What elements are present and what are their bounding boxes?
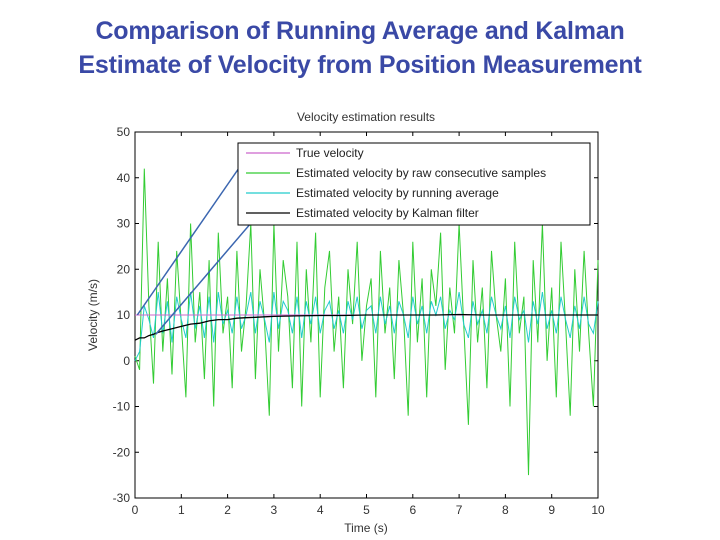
legend-label-raw: Estimated velocity by raw consecutive sa…: [296, 166, 546, 180]
x-tick-label: 5: [363, 503, 370, 517]
slide-title: Comparison of Running Average and Kalman…: [0, 14, 720, 82]
series-layer: [134, 168, 599, 476]
x-tick-label: 2: [224, 503, 231, 517]
callout-line-kalman: [155, 208, 264, 335]
y-tick-label: 30: [117, 217, 131, 231]
series-line-kalman-filter: [134, 313, 598, 341]
y-tick-label: 10: [117, 308, 131, 322]
series-line-raw-samples: [134, 168, 599, 476]
y-tick-label: -10: [113, 400, 131, 414]
y-tick-label: -30: [113, 491, 131, 505]
x-tick-label: 6: [409, 503, 416, 517]
slide-title-line-1: Comparison of Running Average and Kalman: [95, 17, 625, 45]
callout-line-running-average: [136, 154, 249, 316]
series-line-running-average: [134, 291, 599, 362]
legend-label-true: True velocity: [296, 146, 364, 160]
legend-label-running: Estimated velocity by running average: [296, 186, 499, 200]
slide-title-line-2: Estimate of Velocity from Position Measu…: [78, 51, 642, 79]
x-tick-label: 8: [502, 503, 509, 517]
x-tick-label: 7: [456, 503, 463, 517]
y-tick-label: -20: [113, 445, 131, 459]
axis-ticks: 0 1 2 3 4 5 6 7 8 9 10 -30 -20 -10 0 10 20 30 40 50: [113, 125, 605, 517]
legend-box: [237, 142, 591, 226]
callout-layer: [136, 154, 264, 335]
legend: True velocity Estimated velocity by raw …: [237, 142, 591, 226]
y-tick-label: 50: [117, 125, 131, 139]
x-tick-label: 4: [317, 503, 324, 517]
x-tick-label: 9: [548, 503, 555, 517]
legend-label-kalman: Estimated velocity by Kalman filter: [296, 206, 479, 220]
x-tick-label: 0: [132, 503, 139, 517]
y-axis-label: Velocity (m/s): [86, 279, 100, 351]
chart-title: Velocity estimation results: [297, 110, 435, 124]
x-tick-label: 3: [271, 503, 278, 517]
y-tick-label: 40: [117, 171, 131, 185]
x-axis-label: Time (s): [344, 521, 388, 535]
x-tick-label: 1: [178, 503, 185, 517]
y-tick-label: 0: [123, 354, 130, 368]
y-tick-label: 20: [117, 262, 131, 276]
x-tick-label: 10: [591, 503, 605, 517]
